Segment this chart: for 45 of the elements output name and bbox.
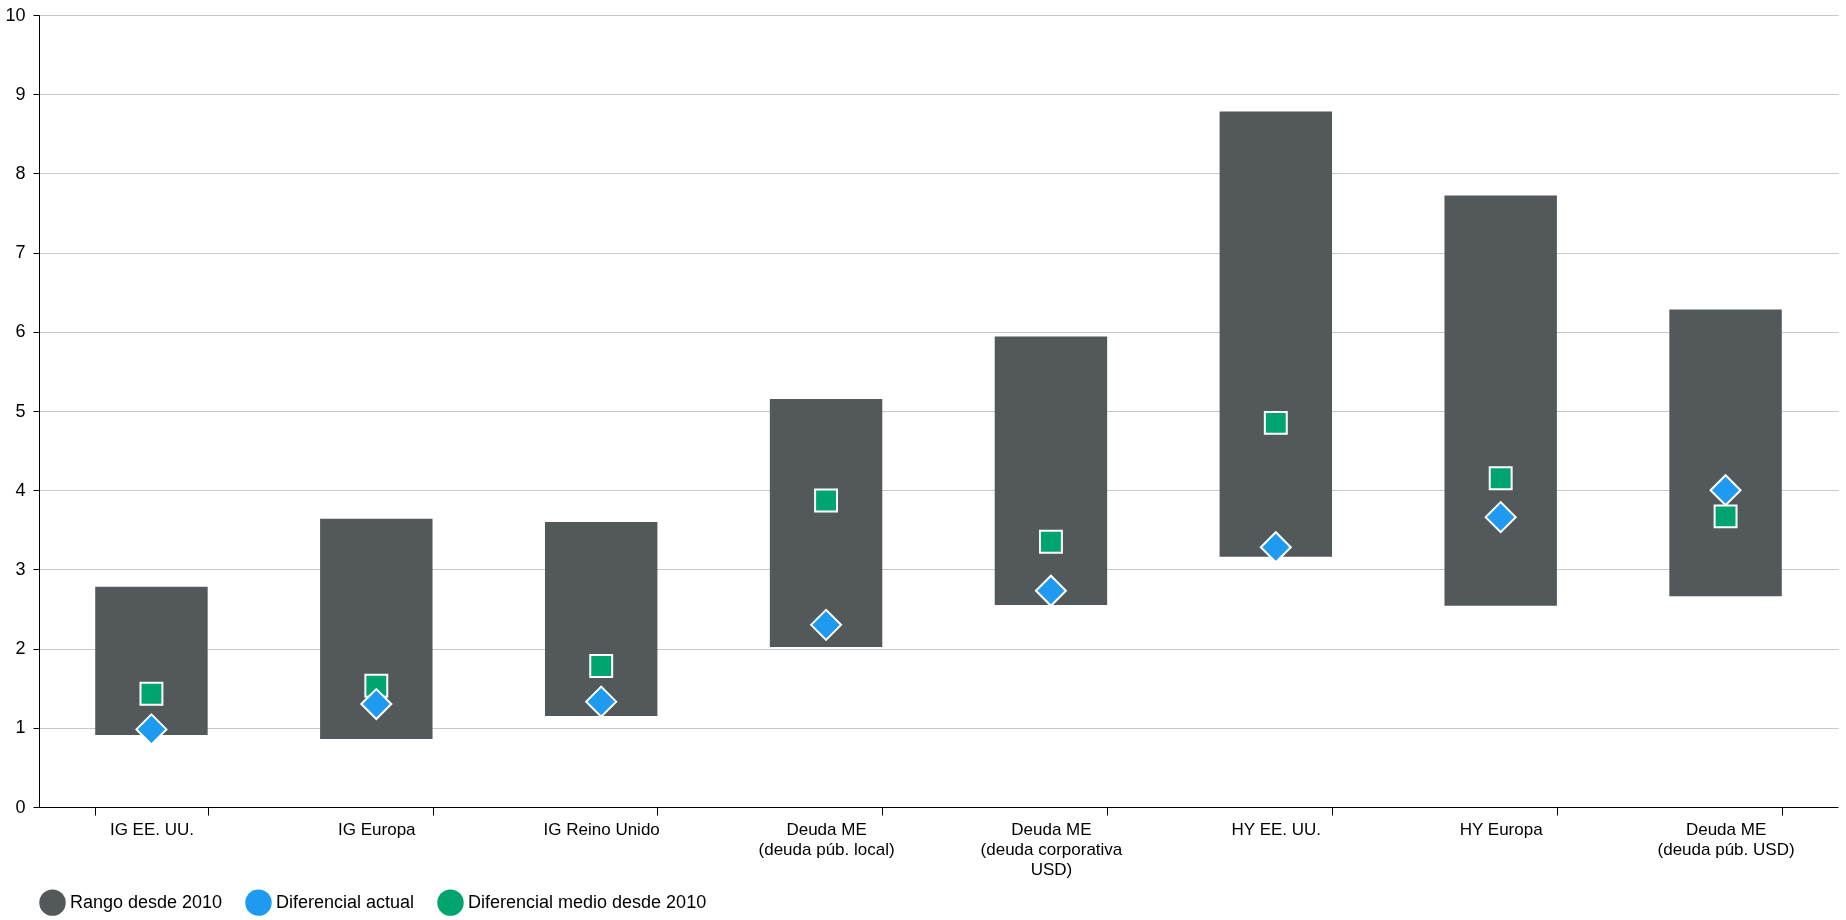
point <box>1709 474 1742 507</box>
bar <box>1444 195 1557 606</box>
y-tick-label: 5 <box>15 400 26 421</box>
point <box>810 608 843 641</box>
point <box>1713 504 1738 529</box>
bar <box>994 336 1108 606</box>
y-tick-label: 2 <box>15 638 26 659</box>
point <box>1488 466 1513 491</box>
bar <box>95 586 208 735</box>
y-tick-label: 9 <box>15 83 26 104</box>
x-tick-label: Deuda ME (deuda púb. USD) <box>1657 819 1795 859</box>
y-tick-label: 0 <box>15 796 26 817</box>
point <box>1034 574 1067 607</box>
point <box>135 713 168 746</box>
x-tick-label: HY EE. UU. <box>1231 819 1322 839</box>
bar <box>769 399 883 648</box>
y-tick-label: 4 <box>15 479 26 500</box>
legend-label: Diferencial medio desde 2010 <box>468 891 707 912</box>
point <box>1263 410 1288 435</box>
point <box>360 688 393 721</box>
y-tick-label: 10 <box>5 4 26 25</box>
y-tick-label: 6 <box>15 321 26 342</box>
y-tick-label: 8 <box>15 162 26 183</box>
legend-label: Rango desde 2010 <box>70 891 223 912</box>
x-tick-label: Deuda ME (deuda corporativa USD) <box>980 819 1123 879</box>
bar <box>1669 309 1782 597</box>
point <box>814 488 839 513</box>
x-tick-label: IG EE. UU. <box>109 819 194 839</box>
point <box>139 681 164 706</box>
y-tick-label: 1 <box>15 717 26 738</box>
legend-label: Diferencial actual <box>276 891 415 912</box>
x-tick-label: IG Europa <box>338 819 417 839</box>
point <box>1259 531 1292 564</box>
point <box>1484 501 1517 534</box>
bar <box>544 521 658 716</box>
bar <box>320 518 433 739</box>
y-tick-label: 7 <box>15 242 26 263</box>
point <box>589 654 614 678</box>
x-tick-label: HY Europa <box>1459 819 1544 839</box>
x-tick-label: Deuda ME (deuda púb. local) <box>758 819 895 859</box>
y-tick-label: 3 <box>15 558 26 579</box>
point <box>1038 529 1063 554</box>
x-tick-label: IG Reino Unido <box>543 819 660 839</box>
point <box>585 685 618 718</box>
bar <box>1219 111 1333 557</box>
